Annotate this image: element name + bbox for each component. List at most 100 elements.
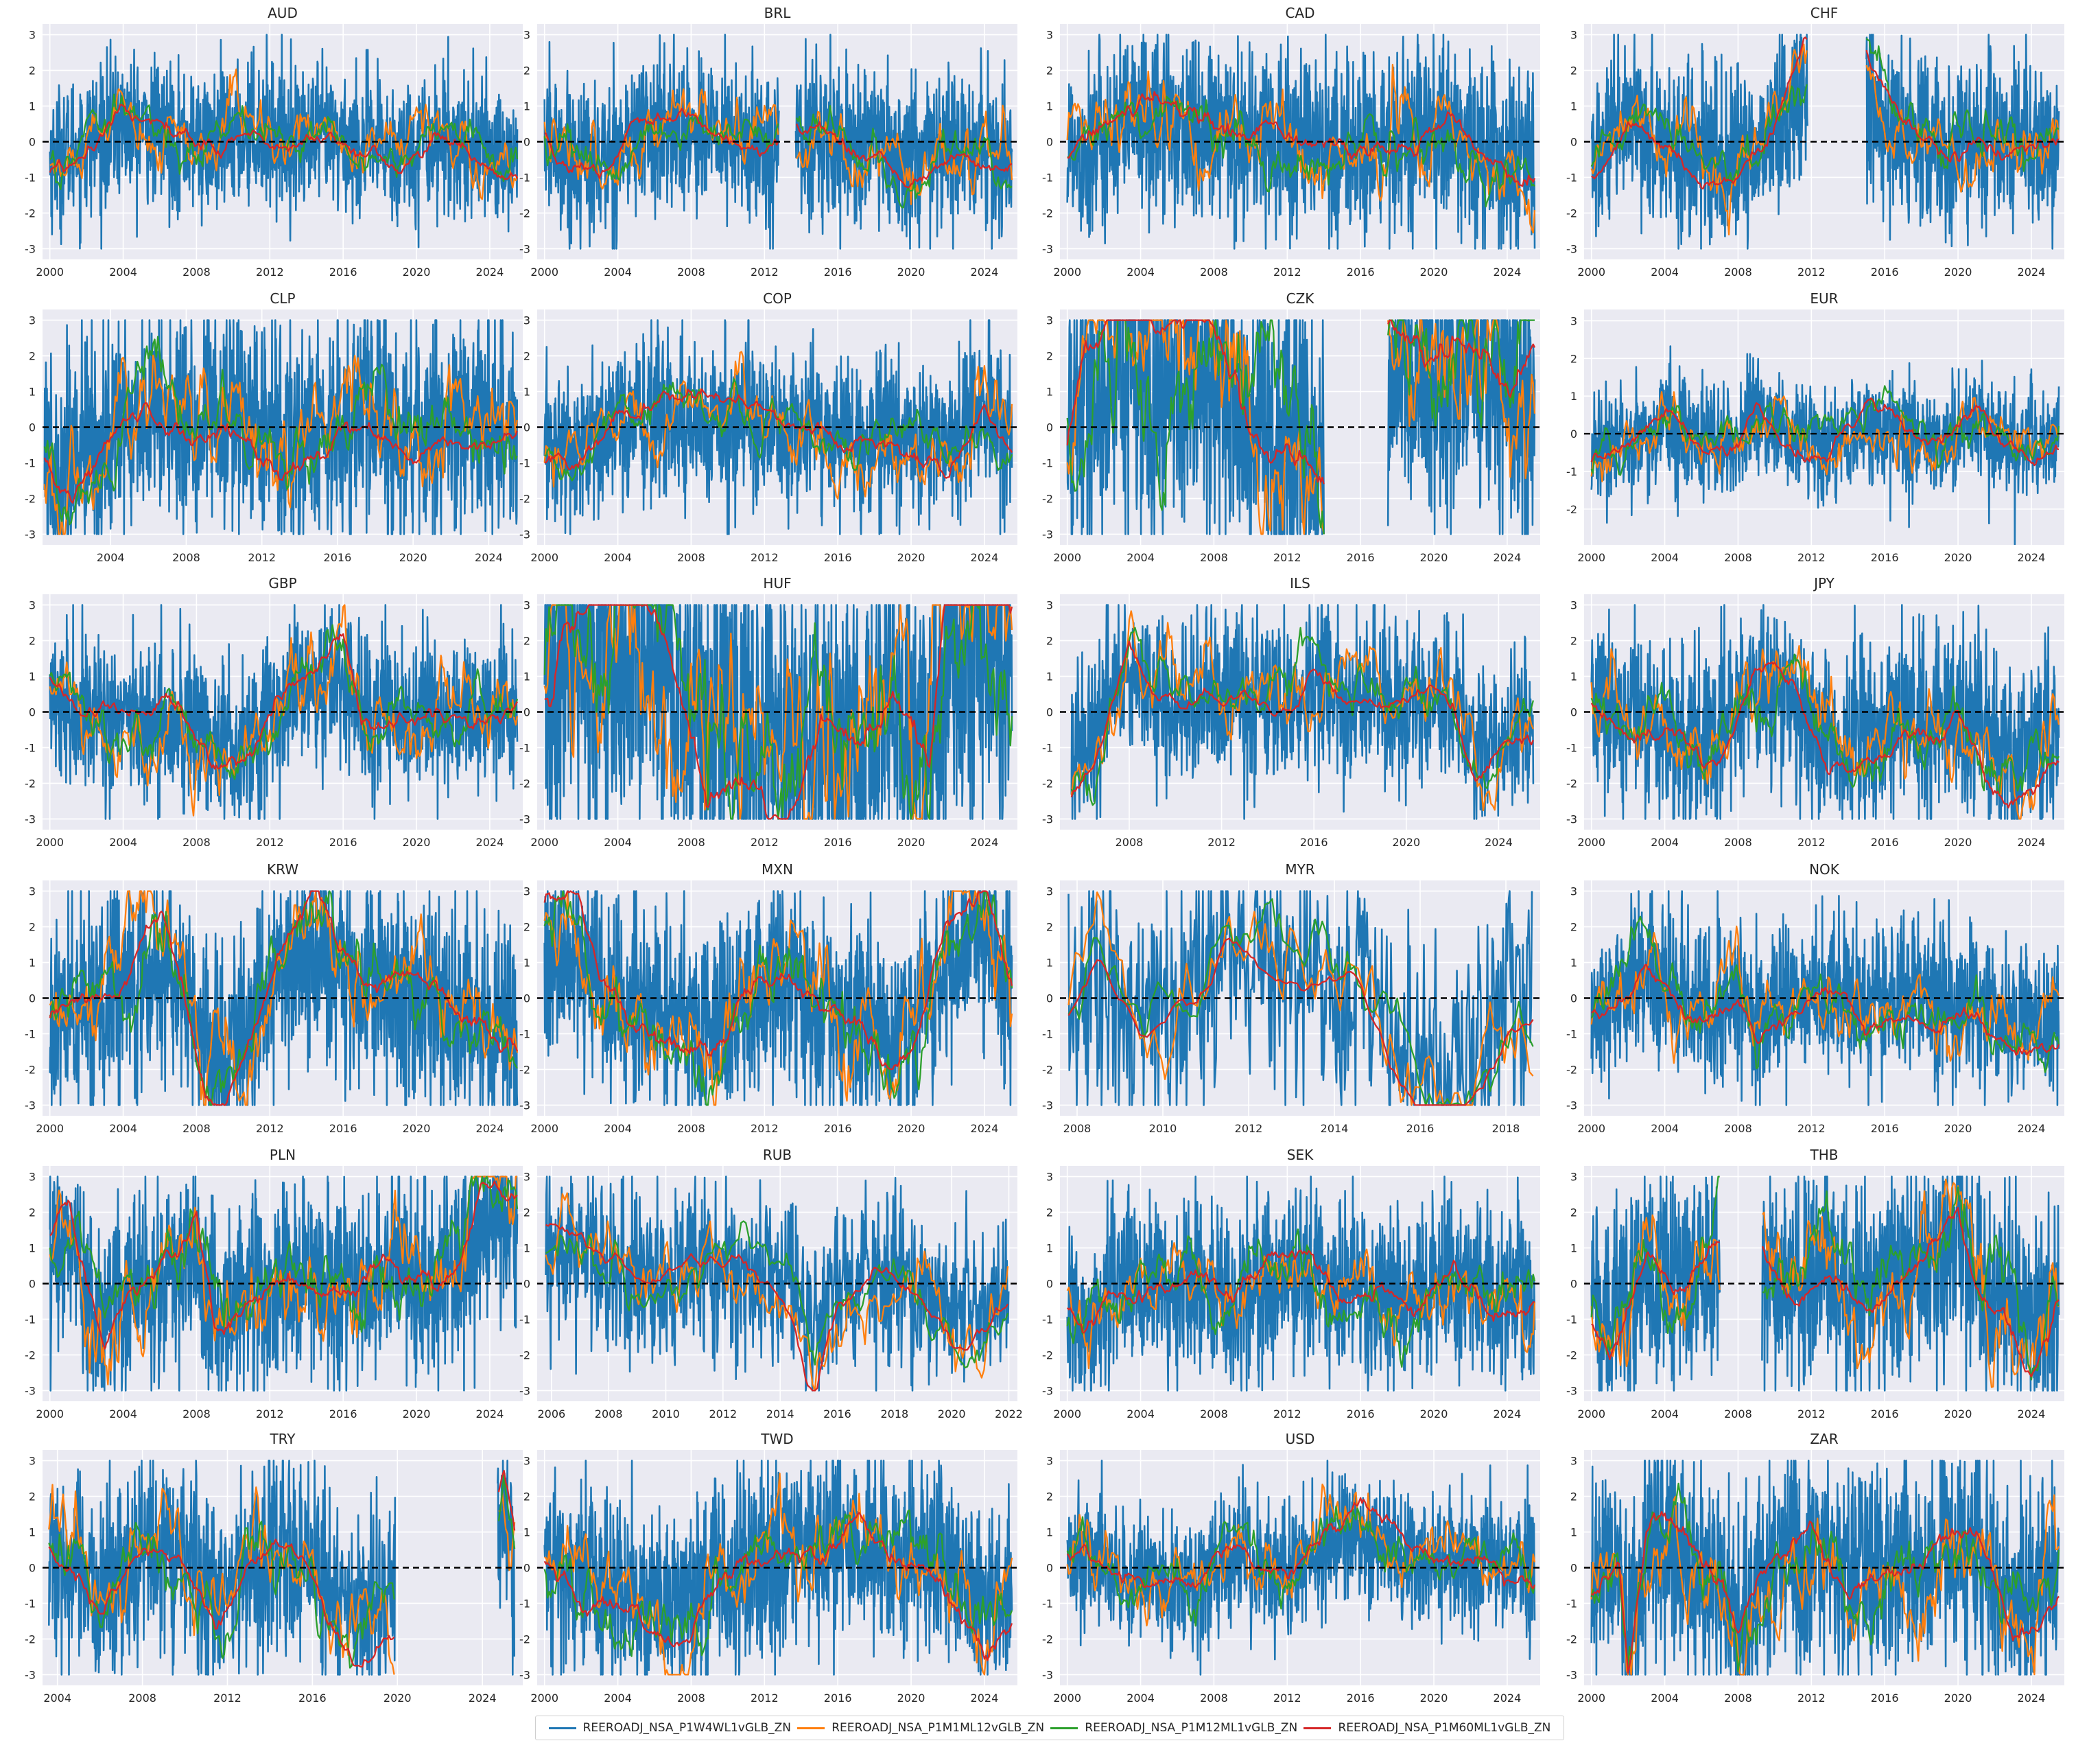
legend-label-m1m12: REEROADJ_NSA_P1M1ML12vGLB_ZN	[831, 1721, 1045, 1735]
x-tick-label: 2016	[1347, 1407, 1375, 1420]
y-tick-label: 0	[29, 706, 36, 719]
x-tick-label: 2020	[897, 836, 925, 849]
x-tick-label: 2008	[1200, 1407, 1228, 1420]
subplot-title-huf: HUF	[763, 575, 791, 592]
y-tick-label: -1	[519, 1027, 530, 1040]
x-tick-label: 2024	[2018, 1407, 2046, 1420]
series-group-myr	[1067, 890, 1534, 1106]
series-line-m1m12	[543, 890, 1013, 1106]
y-tick-label: 1	[1570, 957, 1577, 970]
y-tick-label: -1	[1566, 465, 1577, 478]
y-tick-label: -3	[25, 1668, 36, 1681]
subplot-title-twd: TWD	[760, 1431, 793, 1447]
x-tick-label: 2020	[403, 1407, 431, 1420]
y-tick-label: -2	[519, 492, 530, 505]
series-line-m1m12	[1067, 891, 1534, 1106]
x-tick-label: 2000	[530, 1692, 558, 1705]
y-tick-label: 3	[1570, 1171, 1577, 1184]
x-tick-label: 2000	[530, 836, 558, 849]
y-tick-label: -1	[1042, 1313, 1053, 1326]
y-tick-label: -3	[1042, 1668, 1053, 1681]
x-tick-label: 2012	[751, 1122, 779, 1135]
x-tick-label: 2006	[537, 1407, 565, 1420]
y-tick-label: 2	[1570, 352, 1577, 365]
x-tick-label: 2012	[1207, 836, 1236, 849]
x-tick-label: 2020	[1944, 1407, 1972, 1420]
x-tick-label: 2008	[677, 1692, 705, 1705]
y-tick-label: -1	[1042, 456, 1053, 469]
x-tick-label: 2008	[1724, 551, 1752, 564]
y-tick-label: -1	[1566, 171, 1577, 184]
y-tick-label: 1	[1570, 390, 1577, 403]
series-group-usd	[1066, 1460, 1536, 1676]
x-tick-label: 2000	[1053, 1407, 1081, 1420]
x-tick-label: 2020	[1944, 836, 1972, 849]
y-tick-label: -1	[1566, 1597, 1577, 1610]
y-tick-label: 2	[1046, 65, 1053, 78]
y-tick-label: -3	[1042, 1384, 1053, 1397]
series-line-w4w	[1066, 1175, 1536, 1392]
series-line-m60m1	[545, 1223, 1009, 1392]
y-tick-label: 1	[523, 386, 530, 399]
subplot-title-try: TRY	[269, 1431, 296, 1447]
y-tick-label: -2	[1042, 1633, 1053, 1646]
y-tick-label: 1	[1046, 670, 1053, 683]
series-line-m12m1	[1070, 627, 1535, 806]
y-tick-label: -2	[25, 1633, 36, 1646]
legend-swatch-m12m1	[1050, 1727, 1078, 1729]
x-tick-label: 2008	[128, 1692, 156, 1705]
x-tick-label: 2012	[256, 1407, 284, 1420]
series-group-sek	[1066, 1175, 1536, 1392]
series-line-m12m1	[49, 890, 518, 1106]
subplot-usd: USD -3 -2 -1 0 1 2 3 2000 2004 2008 2012 2016 2020 202…	[1042, 1431, 1540, 1705]
series-line-m60m1	[1591, 963, 2060, 1056]
x-tick-label: 2008	[595, 1407, 623, 1420]
y-tick-label: 1	[29, 957, 36, 970]
subplot-title-sek: SEK	[1287, 1147, 1314, 1163]
x-tick-label: 2020	[1392, 836, 1420, 849]
y-tick-label: -2	[519, 777, 530, 790]
x-tick-label: 2016	[1871, 1122, 1899, 1135]
series-line-m60m1	[43, 402, 518, 504]
x-tick-label: 2016	[823, 1407, 851, 1420]
y-tick-label: 1	[523, 1526, 530, 1539]
series-line-w4w	[1590, 345, 2060, 545]
x-tick-label: 2014	[766, 1407, 794, 1420]
series-line-m1m12	[1590, 1494, 2060, 1676]
series-line-m60m1	[1067, 937, 1534, 1106]
y-tick-label: -3	[1042, 528, 1053, 541]
subplot-title-krw: KRW	[267, 861, 298, 878]
series-group-czk	[1066, 319, 1536, 535]
y-tick-label: -2	[1042, 1063, 1053, 1076]
x-tick-label: 2012	[1797, 1692, 1826, 1705]
y-tick-label: 2	[29, 65, 36, 78]
x-tick-label: 2024	[2018, 1122, 2046, 1135]
y-tick-label: 1	[1046, 1242, 1053, 1255]
x-tick-label: 2012	[1273, 1692, 1301, 1705]
subplot-twd: TWD -3 -2 -1 0 1 2 3 2000 2004 2008 2012 2016 2020 202…	[519, 1431, 1017, 1705]
x-tick-label: 2000	[1577, 836, 1605, 849]
x-tick-label: 2024	[971, 1692, 999, 1705]
y-tick-label: 1	[523, 670, 530, 683]
y-tick-label: 3	[29, 1455, 36, 1468]
x-tick-label: 2020	[1420, 1692, 1448, 1705]
y-tick-label: 1	[29, 100, 36, 113]
x-tick-label: 2024	[971, 1122, 999, 1135]
x-tick-label: 2012	[709, 1407, 737, 1420]
y-tick-label: -1	[25, 1313, 36, 1326]
y-tick-label: 3	[1570, 599, 1577, 612]
x-tick-label: 2020	[897, 551, 925, 564]
y-tick-label: -1	[1566, 1313, 1577, 1326]
x-tick-label: 2024	[1494, 266, 1522, 279]
x-tick-label: 2016	[824, 1692, 852, 1705]
x-tick-label: 2020	[403, 1122, 431, 1135]
x-tick-label: 2004	[1651, 1407, 1679, 1420]
x-tick-label: 2000	[36, 836, 64, 849]
subplot-title-pln: PLN	[270, 1147, 296, 1163]
series-line-m12m1	[49, 1175, 519, 1333]
series-line-w4w	[43, 319, 518, 535]
x-tick-label: 2008	[677, 266, 705, 279]
series-group-mxn	[543, 890, 1013, 1106]
y-tick-label: -1	[1042, 171, 1053, 184]
legend: REEROADJ_NSA_P1W4WL1vGLB_ZN REEROADJ_NSA…	[535, 1716, 1564, 1740]
